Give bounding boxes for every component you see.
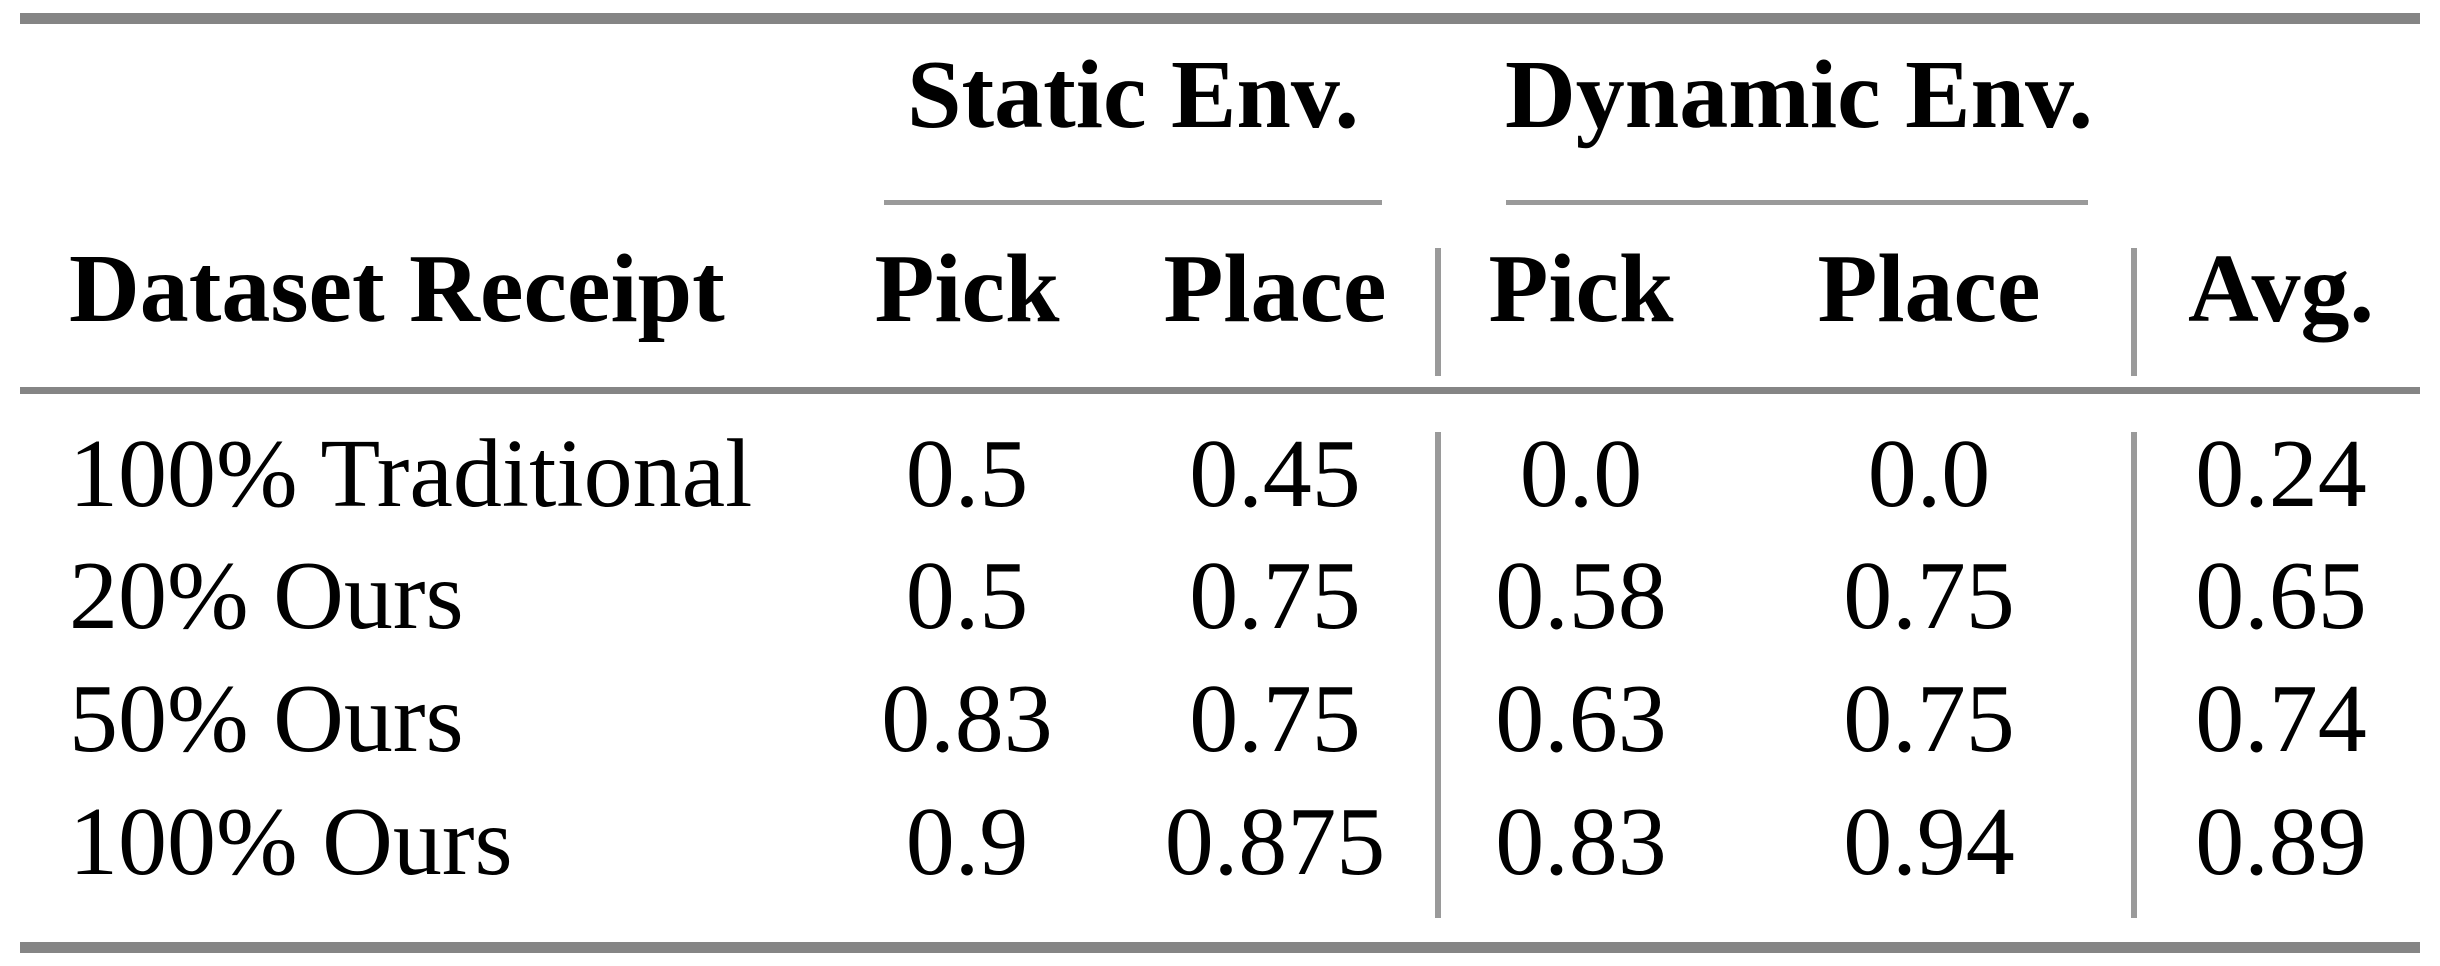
column-header-dynamic-pick: Pick	[1488, 235, 1674, 343]
row-label: 20% Ours	[69, 542, 464, 650]
row-label: 50% Ours	[69, 665, 464, 773]
cell-avg: 0.65	[2195, 542, 2367, 650]
vertical-separator-dynamic-avg-body	[2131, 432, 2137, 918]
cell-static-place: 0.75	[1189, 542, 1361, 650]
cell-dynamic-pick: 0.63	[1495, 665, 1667, 773]
table-bottom-rule	[20, 942, 2420, 953]
column-header-dynamic-place: Place	[1817, 235, 2041, 343]
cell-dynamic-place: 0.75	[1843, 665, 2015, 773]
cell-dynamic-pick: 0.0	[1519, 420, 1643, 528]
row-label: 100% Ours	[69, 788, 513, 896]
cell-static-place: 0.45	[1189, 420, 1361, 528]
cell-static-place: 0.75	[1189, 665, 1361, 773]
vertical-separator-dynamic-avg-header	[2131, 248, 2137, 376]
vertical-separator-static-dynamic-body	[1435, 432, 1441, 918]
dynamic-group-underline	[1506, 200, 2088, 205]
column-header-avg: Avg.	[2188, 235, 2374, 343]
cell-dynamic-place: 0.0	[1867, 420, 1991, 528]
row-label: 100% Traditional	[69, 420, 753, 528]
column-header-dataset-receipt: Dataset Receipt	[69, 235, 725, 343]
column-group-dynamic-env: Dynamic Env.	[1504, 41, 2094, 149]
column-group-static-env: Static Env.	[907, 41, 1359, 149]
cell-avg: 0.89	[2195, 788, 2367, 896]
vertical-separator-static-dynamic-header	[1435, 248, 1441, 376]
cell-static-pick: 0.5	[905, 420, 1029, 528]
cell-dynamic-place: 0.75	[1843, 542, 2015, 650]
cell-avg: 0.74	[2195, 665, 2367, 773]
cell-dynamic-place: 0.94	[1843, 788, 2015, 896]
table-header-rule	[20, 387, 2420, 394]
cell-static-pick: 0.83	[881, 665, 1053, 773]
cell-dynamic-pick: 0.83	[1495, 788, 1667, 896]
cell-static-pick: 0.5	[905, 542, 1029, 650]
cell-static-pick: 0.9	[905, 788, 1029, 896]
cell-static-place: 0.875	[1164, 788, 1386, 896]
column-header-static-pick: Pick	[874, 235, 1060, 343]
cell-avg: 0.24	[2195, 420, 2367, 528]
cell-dynamic-pick: 0.58	[1495, 542, 1667, 650]
column-header-static-place: Place	[1163, 235, 1387, 343]
static-group-underline	[884, 200, 1382, 205]
table-top-rule	[20, 13, 2420, 24]
